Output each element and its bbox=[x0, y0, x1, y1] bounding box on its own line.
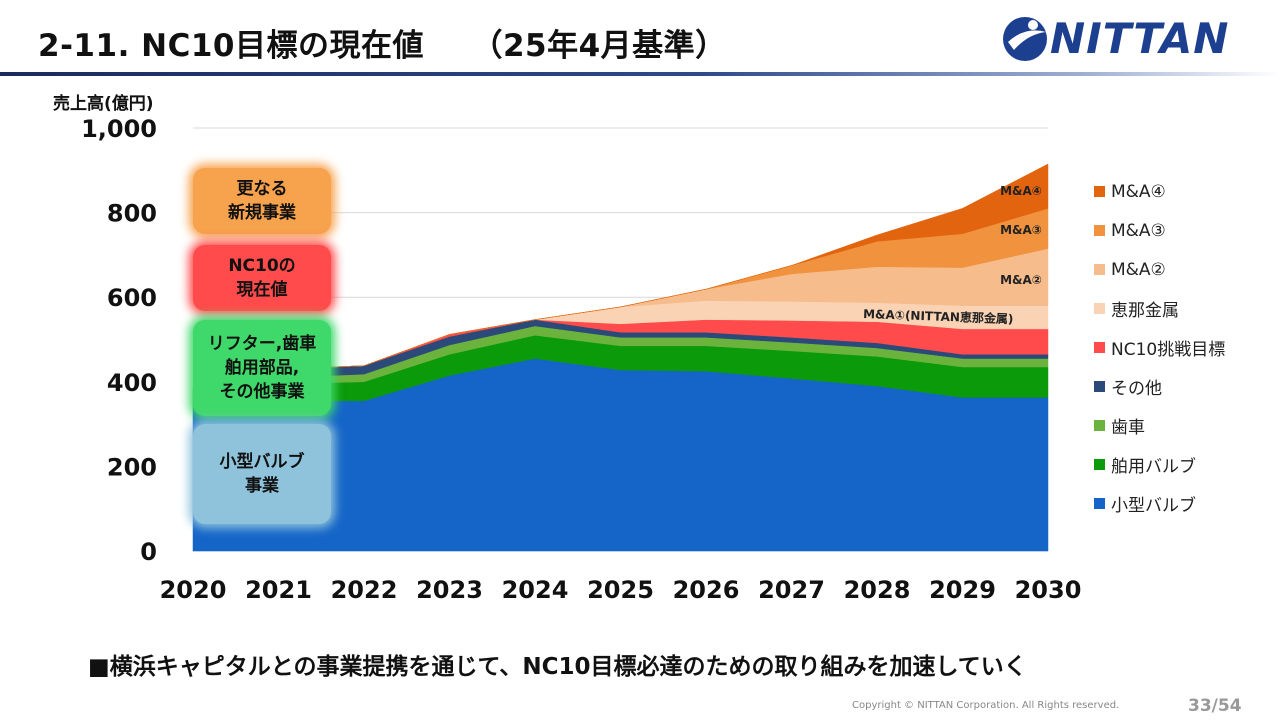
x-tick-label: 2027 bbox=[758, 576, 825, 604]
chart-annotation: M&A①(NITTAN恵那金属) bbox=[863, 306, 1014, 326]
legend-swatch bbox=[1094, 342, 1105, 353]
segment-label-text: 小型バルブ 事業 bbox=[219, 452, 305, 496]
x-tick-label: 2025 bbox=[587, 576, 654, 604]
title-underline bbox=[0, 72, 1280, 76]
x-tick-label: 2023 bbox=[416, 576, 483, 604]
x-tick-label: 2030 bbox=[1015, 576, 1082, 604]
segment-label-box: 更なる 新規事業 bbox=[193, 168, 331, 234]
y-tick-label: 0 bbox=[140, 538, 157, 566]
legend-label: 歯車 bbox=[1111, 418, 1145, 438]
legend-label: 恵那金属 bbox=[1111, 301, 1179, 321]
page-title: 2-11. NC10目標の現在値 （25年4月基準） bbox=[38, 28, 727, 64]
legend-label: 小型バルブ bbox=[1111, 496, 1196, 516]
legend-item: その他 bbox=[1094, 367, 1274, 406]
chart-legend: M&A④ M&A③ M&A② 恵那金属 NC10挑戦目標 その他歯車舶用バルブ小型バルブ bbox=[1094, 172, 1274, 523]
legend-label: M&A③ bbox=[1111, 220, 1166, 241]
chart-annotation: M&A③ bbox=[1000, 223, 1042, 237]
x-tick-label: 2026 bbox=[673, 576, 740, 604]
chart-annotation: M&A④ bbox=[1000, 184, 1042, 198]
page-number: 33/54 bbox=[1188, 696, 1242, 716]
chart-annotation: M&A② bbox=[1000, 273, 1042, 287]
legend-label: NC10挑戦目標 bbox=[1111, 340, 1226, 360]
area-series-M&A④ bbox=[192, 163, 1049, 389]
segment-label-box: NC10の 現在値 bbox=[193, 245, 331, 311]
segment-label-text: 更なる 新規事業 bbox=[228, 179, 296, 223]
y-tick-label: 400 bbox=[107, 369, 157, 397]
copyright-text: Copyright © NITTAN Corporation. All Righ… bbox=[852, 700, 1120, 711]
legend-item: M&A④ bbox=[1094, 172, 1274, 211]
x-tick-label: 2024 bbox=[502, 576, 569, 604]
nittan-logo: NITTAN bbox=[1000, 10, 1260, 68]
legend-item: 恵那金属 bbox=[1094, 289, 1274, 328]
nittan-logo-icon bbox=[1003, 17, 1047, 61]
x-tick-label: 2029 bbox=[929, 576, 996, 604]
y-tick-label: 200 bbox=[107, 453, 157, 481]
legend-swatch bbox=[1094, 498, 1105, 509]
segment-label-text: NC10の 現在値 bbox=[228, 256, 296, 300]
legend-item: NC10挑戦目標 bbox=[1094, 328, 1274, 367]
segment-label-text: リフター,歯車 舶用部品, その他事業 bbox=[207, 334, 317, 402]
y-axis-title: 売上高(億円) bbox=[53, 93, 154, 114]
x-tick-label: 2020 bbox=[160, 576, 227, 604]
legend-swatch bbox=[1094, 264, 1105, 275]
legend-item: 歯車 bbox=[1094, 406, 1274, 445]
legend-swatch bbox=[1094, 381, 1105, 392]
legend-swatch bbox=[1094, 459, 1105, 470]
legend-item: M&A③ bbox=[1094, 211, 1274, 250]
y-tick-label: 600 bbox=[107, 284, 157, 312]
legend-label: M&A② bbox=[1111, 259, 1166, 280]
x-tick-label: 2028 bbox=[844, 576, 911, 604]
summary-bullet: ■横浜キャピタルとの事業提携を通じて、NC10目標必達のための取り組みを加速して… bbox=[88, 654, 1027, 680]
legend-label: その他 bbox=[1111, 379, 1162, 399]
logo-text: NITTAN bbox=[1050, 14, 1230, 63]
legend-item: M&A② bbox=[1094, 250, 1274, 289]
legend-label: 舶用バルブ bbox=[1111, 457, 1196, 477]
y-tick-label: 1,000 bbox=[81, 115, 157, 143]
legend-item: 舶用バルブ bbox=[1094, 445, 1274, 484]
segment-label-box: リフター,歯車 舶用部品, その他事業 bbox=[193, 320, 331, 416]
legend-swatch bbox=[1094, 186, 1105, 197]
legend-label: M&A④ bbox=[1111, 181, 1166, 202]
y-tick-label: 800 bbox=[107, 200, 157, 228]
x-tick-label: 2022 bbox=[331, 576, 398, 604]
segment-label-box: 小型バルブ 事業 bbox=[193, 424, 331, 524]
x-tick-label: 2021 bbox=[245, 576, 312, 604]
legend-swatch bbox=[1094, 225, 1105, 236]
legend-item: 小型バルブ bbox=[1094, 484, 1274, 523]
legend-swatch bbox=[1094, 303, 1105, 314]
legend-swatch bbox=[1094, 420, 1105, 431]
